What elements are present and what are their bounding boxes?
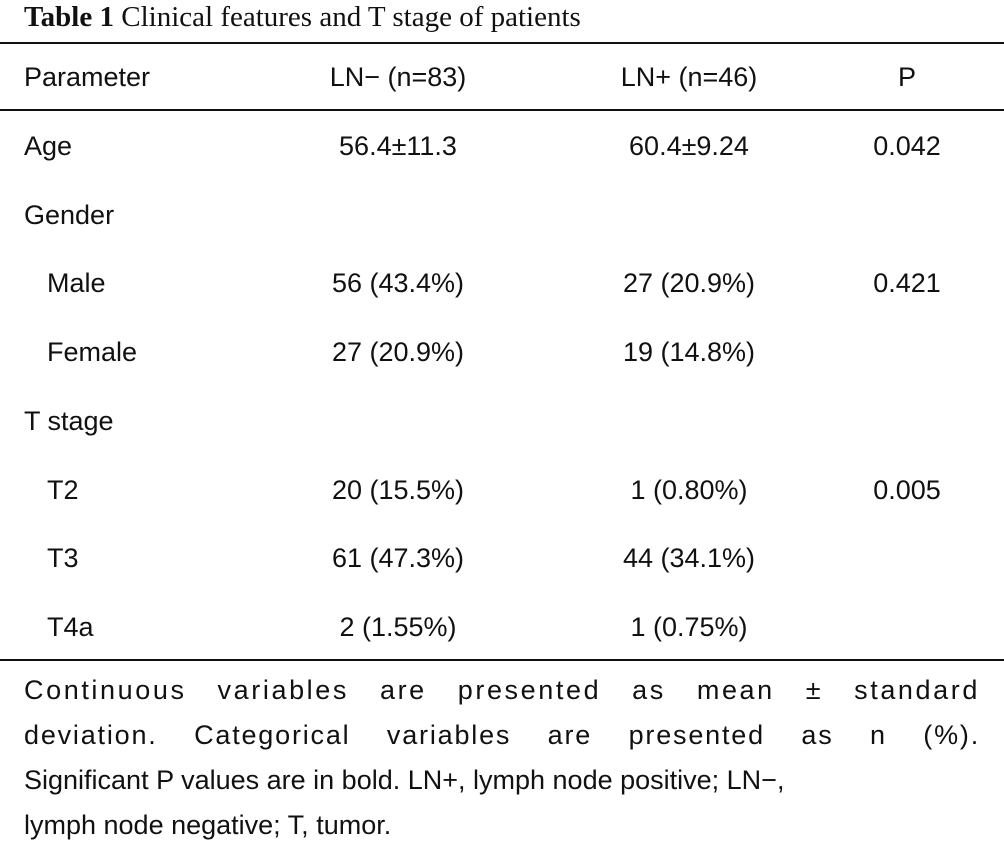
row-ln-negative-value: 20 (15.5%) xyxy=(331,475,465,505)
row-parameter: Gender xyxy=(24,200,115,230)
row-parameter: T stage xyxy=(24,406,114,436)
row-parameter: Male xyxy=(47,268,106,298)
table-header-row: Parameter LN− (n=83) LN+ (n=46) P xyxy=(0,55,1004,99)
header-ln-positive: LN+ (n=46) xyxy=(620,62,758,92)
bottom-rule xyxy=(0,659,1004,661)
table-row: Male 56 (43.4%) 27 (20.9%) 0.421 xyxy=(0,261,1004,305)
row-ln-positive-value: 1 (0.80%) xyxy=(630,475,748,505)
header-rule xyxy=(0,109,1004,111)
table-title: Clinical features and T stage of patient… xyxy=(121,1,581,33)
footnote-line: lymph node negative; T, tumor. xyxy=(24,810,392,840)
row-ln-positive-value: 60.4±9.24 xyxy=(629,131,749,161)
row-parameter: Female xyxy=(47,337,138,367)
row-ln-positive-value: 19 (14.8%) xyxy=(622,337,756,367)
row-ln-negative-value: 56.4±11.3 xyxy=(339,131,457,161)
row-parameter: Age xyxy=(24,131,73,161)
row-ln-positive-value: 1 (0.75%) xyxy=(630,612,748,642)
footnote-line: deviation. Categorical variables are pre… xyxy=(24,720,980,750)
row-ln-positive-value: 44 (34.1%) xyxy=(622,543,756,573)
table-row: T3 61 (47.3%) 44 (34.1%) xyxy=(0,536,1004,580)
header-parameter: Parameter xyxy=(24,62,151,92)
header-ln-negative: LN− (n=83) xyxy=(329,62,467,92)
row-p-value: 0.421 xyxy=(873,268,941,298)
row-p-value xyxy=(757,399,1004,443)
header-p-value: P xyxy=(897,62,916,92)
table-label: Table 1 xyxy=(24,1,114,33)
row-parameter: T2 xyxy=(47,475,79,505)
row-ln-negative-value: 61 (47.3%) xyxy=(331,543,465,573)
row-p-value xyxy=(757,536,1004,580)
top-rule xyxy=(0,42,1004,44)
row-p-value xyxy=(757,193,1004,237)
table-row: Age 56.4±11.3 60.4±9.24 0.042 xyxy=(0,124,1004,168)
table-row: T4a 2 (1.55%) 1 (0.75%) xyxy=(0,605,1004,649)
row-parameter: T3 xyxy=(47,543,79,573)
table-row: T stage xyxy=(0,399,1004,443)
row-ln-negative-value xyxy=(248,399,548,443)
row-parameter: T4a xyxy=(47,612,94,642)
row-ln-negative-value: 27 (20.9%) xyxy=(331,337,465,367)
row-p-value xyxy=(757,330,1004,374)
table-row: Female 27 (20.9%) 19 (14.8%) xyxy=(0,330,1004,374)
row-p-value: 0.042 xyxy=(873,131,941,161)
row-ln-positive-value: 27 (20.9%) xyxy=(622,268,756,298)
row-ln-negative-value: 56 (43.4%) xyxy=(331,268,465,298)
footnote-line: Significant P values are in bold. LN+, l… xyxy=(24,765,785,795)
table-caption: Table 1 Clinical features and T stage of… xyxy=(24,0,581,34)
table-footnote: Continuous variables are presented as me… xyxy=(24,668,980,848)
footnote-line: Continuous variables are presented as me… xyxy=(24,675,980,705)
table-row: T2 20 (15.5%) 1 (0.80%) 0.005 xyxy=(0,468,1004,512)
table-row: Gender xyxy=(0,193,1004,237)
row-p-value xyxy=(757,605,1004,649)
row-ln-negative-value xyxy=(248,193,548,237)
row-ln-negative-value: 2 (1.55%) xyxy=(339,612,457,642)
row-p-value: 0.005 xyxy=(873,475,941,505)
